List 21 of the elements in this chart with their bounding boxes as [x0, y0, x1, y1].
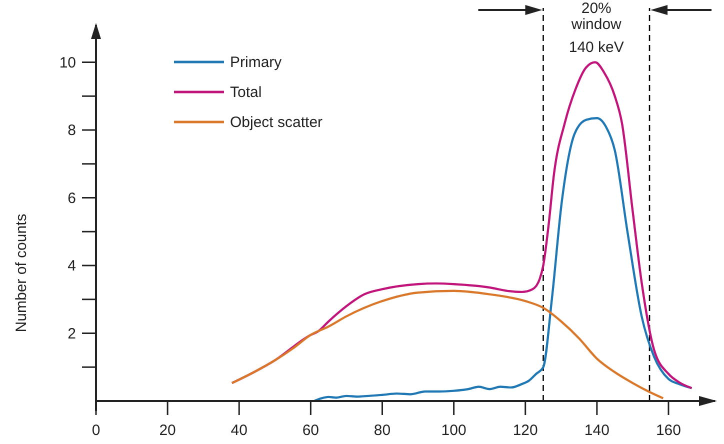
- y-tick-label: 4: [68, 258, 76, 275]
- y-axis-title: Number of counts: [13, 214, 30, 332]
- annotation: 20% window: [570, 0, 622, 33]
- x-tick-label: 0: [92, 422, 100, 439]
- legend-label: Object scatter: [230, 114, 323, 131]
- x-tick-label: 100: [441, 422, 466, 439]
- x-tick-label: 20: [159, 422, 176, 439]
- legend-label: Primary: [230, 54, 282, 71]
- y-tick-label: 8: [68, 122, 76, 140]
- line-series: [230, 290, 664, 400]
- x-tick-label: 80: [374, 422, 391, 439]
- x-tick-label: 160: [656, 422, 681, 439]
- x-tick-label: 60: [302, 422, 320, 439]
- y-tick-label: 6: [68, 190, 76, 207]
- y-tick-label: 2: [68, 325, 76, 342]
- y-tick-label: 10: [59, 54, 76, 72]
- annotation: 140 keV: [568, 39, 624, 56]
- x-tick-label: 40: [230, 422, 248, 439]
- legend-label: Total: [230, 84, 262, 101]
- x-tick-label: 120: [512, 422, 538, 439]
- x-tick-label: 140: [584, 422, 610, 439]
